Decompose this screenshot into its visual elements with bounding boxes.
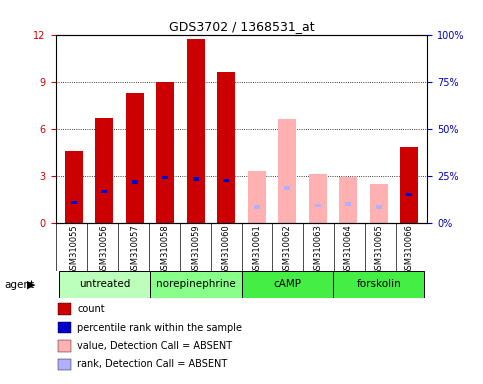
Text: forskolin: forskolin: [356, 279, 401, 289]
Bar: [376, 205, 382, 209]
Text: agent: agent: [5, 280, 35, 290]
Title: GDS3702 / 1368531_at: GDS3702 / 1368531_at: [169, 20, 314, 33]
Bar: [400, 147, 418, 223]
Text: count: count: [77, 304, 105, 314]
Bar: [278, 119, 297, 223]
Bar: [132, 180, 138, 184]
Bar: [333, 271, 425, 298]
Bar: [248, 171, 266, 223]
Bar: [71, 200, 77, 204]
Bar: [369, 184, 388, 223]
Bar: [186, 39, 205, 223]
Text: rank, Detection Call = ABSENT: rank, Detection Call = ABSENT: [77, 359, 227, 369]
Bar: [284, 187, 290, 190]
Bar: [101, 190, 107, 193]
Bar: [345, 202, 351, 205]
Text: cAMP: cAMP: [273, 279, 301, 289]
Bar: [339, 177, 357, 223]
Bar: [65, 151, 83, 223]
Bar: [162, 175, 168, 179]
Bar: [150, 271, 242, 298]
Bar: [193, 177, 199, 180]
Bar: [309, 174, 327, 223]
Bar: [406, 193, 412, 196]
Text: norepinephrine: norepinephrine: [156, 279, 236, 289]
Text: ▶: ▶: [27, 280, 35, 290]
Bar: [156, 82, 174, 223]
Bar: [217, 72, 235, 223]
Text: value, Detection Call = ABSENT: value, Detection Call = ABSENT: [77, 341, 232, 351]
Bar: [254, 205, 260, 209]
Bar: [126, 93, 144, 223]
Text: percentile rank within the sample: percentile rank within the sample: [77, 323, 242, 333]
Bar: [242, 271, 333, 298]
Bar: [315, 204, 321, 207]
Bar: [58, 271, 150, 298]
Bar: [95, 118, 114, 223]
Text: untreated: untreated: [79, 279, 130, 289]
Bar: [223, 179, 229, 182]
